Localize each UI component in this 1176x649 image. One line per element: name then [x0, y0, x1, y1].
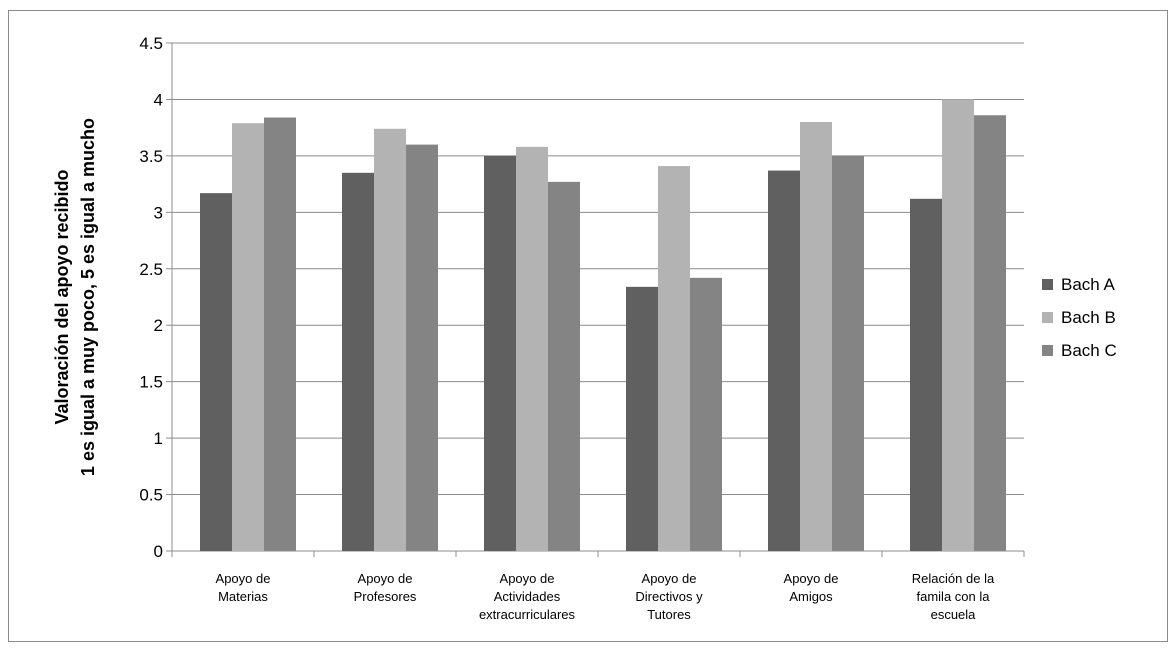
y-tick-label: 2 [154, 316, 163, 335]
bar-bach-b [232, 123, 264, 551]
bar-bach-a [910, 198, 942, 551]
x-tick-label: extracurriculares [479, 607, 576, 622]
legend-label: Bach C [1061, 341, 1117, 360]
legend-swatch [1042, 345, 1053, 356]
y-axis-title: Valoración del apoyo recibido [52, 169, 72, 424]
x-tick-label: Relación de la [912, 571, 995, 586]
bar-bach-c [548, 181, 580, 551]
legend-label: Bach B [1061, 308, 1116, 327]
y-tick-label: 3 [154, 203, 163, 222]
x-tick-label: Apoyo de [784, 571, 839, 586]
y-tick-label: 1.5 [139, 373, 163, 392]
bar-bach-b [516, 146, 548, 551]
bar-bach-b [942, 99, 974, 551]
legend-swatch [1042, 312, 1053, 323]
x-tick-label: Directivos y [635, 589, 703, 604]
x-tick-label: Apoyo de [358, 571, 413, 586]
x-tick-label: Apoyo de [642, 571, 697, 586]
bar-bach-c [264, 117, 296, 552]
legend-label: Bach A [1061, 275, 1116, 294]
legend-swatch [1042, 279, 1053, 290]
y-tick-label: 1 [154, 429, 163, 448]
x-tick-label: escuela [931, 607, 977, 622]
x-tick-label: Profesores [354, 589, 417, 604]
bar-bach-a [200, 193, 232, 552]
x-tick-label: Tutores [647, 607, 691, 622]
bar-bach-c [832, 155, 864, 551]
y-tick-label: 2.5 [139, 260, 163, 279]
bar-bach-b [800, 122, 832, 552]
y-tick-label: 4.5 [139, 34, 163, 53]
x-tick-label: Amigos [789, 589, 833, 604]
bar-bach-a [626, 286, 658, 551]
bar-bach-b [658, 166, 690, 551]
y-tick-label: 0.5 [139, 486, 163, 505]
x-tick-label: famila con la [917, 589, 991, 604]
bar-bach-c [690, 277, 722, 551]
bar-bach-a [768, 170, 800, 551]
x-tick-label: Apoyo de [500, 571, 555, 586]
y-tick-label: 0 [154, 542, 163, 561]
bar-bach-a [342, 172, 374, 552]
x-tick-label: Materias [218, 589, 268, 604]
bar-bach-c [974, 115, 1006, 551]
bar-bach-b [374, 128, 406, 551]
y-tick-label: 4 [154, 90, 163, 109]
bar-bach-a [484, 155, 516, 551]
y-axis-title: 1 es igual a muy poco, 5 es igual a much… [78, 118, 98, 476]
y-tick-label: 3.5 [139, 147, 163, 166]
x-tick-label: Actividades [494, 589, 561, 604]
bar-bach-c [406, 144, 438, 551]
x-tick-label: Apoyo de [216, 571, 271, 586]
